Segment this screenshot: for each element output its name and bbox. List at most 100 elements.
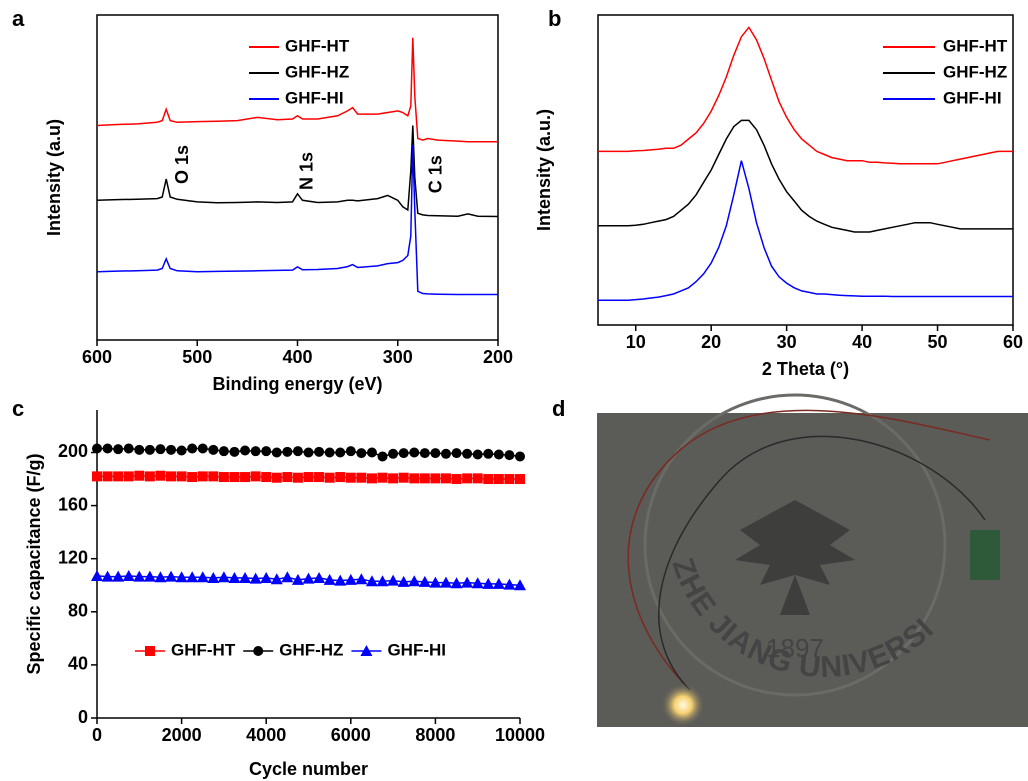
x-axis-label: Cycle number [249, 759, 368, 779]
marker [429, 576, 442, 588]
marker [344, 573, 357, 585]
x-tick-label: 60 [1003, 332, 1023, 352]
panel-label: c [12, 396, 24, 421]
x-tick-label: 10000 [495, 725, 545, 745]
marker [292, 446, 303, 457]
marker [187, 472, 198, 483]
marker [471, 577, 484, 589]
marker [335, 472, 346, 483]
marker [92, 471, 102, 482]
device [970, 530, 1000, 580]
x-tick-label: 8000 [415, 725, 455, 745]
legend-label: GHF-HZ [943, 62, 1007, 81]
marker [176, 471, 187, 482]
marker [388, 473, 399, 484]
marker [324, 447, 335, 458]
marker [482, 577, 495, 589]
marker [483, 448, 494, 459]
marker [292, 472, 303, 483]
marker [365, 575, 378, 587]
marker [472, 473, 483, 484]
marker [155, 444, 166, 455]
legend-label: GHF-HZ [279, 640, 343, 659]
x-tick-label: 4000 [246, 725, 286, 745]
marker [430, 473, 441, 484]
marker [366, 447, 377, 458]
marker [134, 444, 145, 455]
marker [440, 448, 451, 459]
marker [133, 570, 146, 582]
marker [144, 444, 155, 455]
legend: GHF-HT GHF-HZ GHF-HI [249, 36, 350, 107]
marker [345, 446, 356, 457]
marker [302, 572, 315, 584]
marker [314, 472, 325, 483]
x-tick-label: 50 [928, 332, 948, 352]
marker [430, 448, 441, 459]
marker [218, 472, 229, 483]
marker [240, 472, 251, 483]
chart: 0 2000 4000 6000 8000 10000 0 40 80 120 160 200 Cycl… [12, 396, 545, 779]
x-tick-label: 600 [82, 347, 112, 367]
marker [387, 574, 400, 586]
marker [208, 444, 219, 455]
marker [261, 472, 272, 483]
x-tick-label: 200 [483, 347, 513, 367]
marker [398, 472, 409, 483]
marker [250, 471, 261, 482]
marker [113, 444, 124, 455]
marker [323, 573, 336, 585]
marker [102, 471, 113, 482]
marker [155, 470, 166, 481]
y-tick-label: 80 [68, 601, 88, 621]
marker [271, 447, 282, 458]
x-tick-label: 2000 [162, 725, 202, 745]
marker [324, 472, 335, 483]
marker [313, 571, 326, 583]
y-tick-label: 0 [78, 707, 88, 727]
x-tick-label: 0 [92, 725, 102, 745]
series-line [598, 160, 1013, 301]
marker [197, 443, 208, 454]
marker [419, 448, 430, 459]
y-tick-label: 120 [58, 547, 88, 567]
marker [166, 444, 177, 455]
marker [492, 577, 505, 589]
marker [240, 445, 251, 456]
series-line [96, 37, 498, 143]
legend-label: GHF-HI [387, 640, 446, 659]
x-tick-label: 30 [777, 332, 797, 352]
legend: GHF-HT GHF-HZ GHF-HI [135, 640, 446, 659]
marker [92, 443, 102, 454]
y-axis-label: Intensity (a.u) [44, 119, 64, 236]
marker [493, 474, 504, 485]
marker [356, 472, 367, 483]
marker [514, 579, 526, 591]
wire [627, 409, 991, 691]
y-tick-label: 200 [58, 441, 88, 461]
marker [483, 474, 494, 485]
marker [493, 449, 504, 460]
x-tick-label: 400 [282, 347, 312, 367]
panel-label: b [548, 6, 561, 31]
chart: 10 20 30 40 50 60 2 Theta (°) Intensity (a.u.) b… [534, 6, 1023, 379]
marker [143, 570, 156, 582]
marker [303, 447, 314, 458]
panel-label: a [12, 6, 25, 31]
marker [261, 446, 272, 457]
y-tick-label: 160 [58, 494, 88, 514]
marker [175, 571, 188, 583]
x-tick-label: 10 [626, 332, 646, 352]
plot-frame [597, 14, 1014, 326]
y-axis-label: Specific capacitance (F/g) [24, 453, 44, 674]
marker [450, 577, 463, 589]
marker [462, 448, 473, 459]
x-tick-label: 6000 [331, 725, 371, 745]
marker [335, 447, 346, 458]
marker [397, 575, 410, 587]
marker [91, 569, 103, 581]
marker [145, 646, 155, 656]
marker [187, 443, 198, 454]
marker [253, 646, 264, 656]
marker [398, 448, 409, 459]
